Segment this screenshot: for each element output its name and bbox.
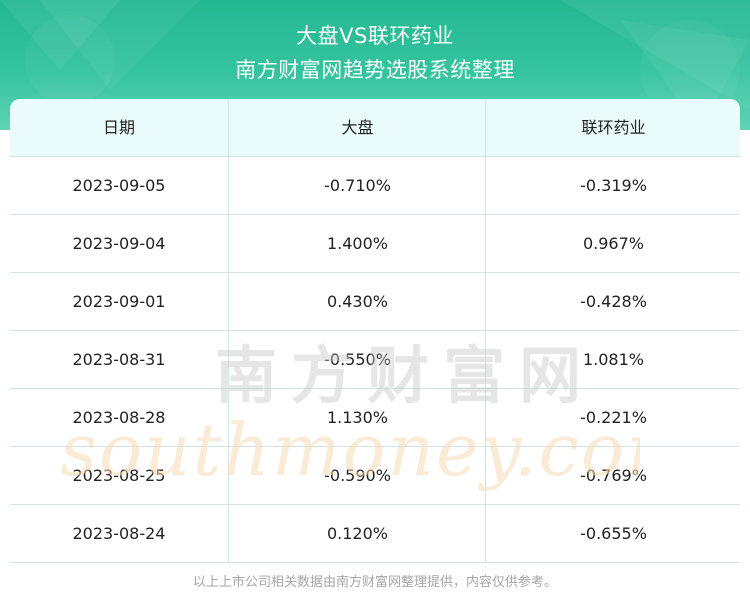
data-table-card: 日期 大盘 联环药业 2023-09-05 -0.710% -0.319% 20… [10, 99, 740, 564]
market-change-cell: -0.550% [228, 331, 486, 388]
column-header-date: 日期 [102, 118, 135, 137]
footnote-disclaimer: 以上上市公司相关数据由南方财富网整理提供，内容仅供参考。 [192, 575, 557, 590]
market-change-cell: -0.710% [228, 157, 486, 214]
market-change-cell: 0.430% [228, 273, 486, 330]
market-change-cell: 0.120% [228, 505, 486, 562]
stock-change-cell: -0.319% [485, 157, 740, 214]
stock-change-cell: -0.428% [485, 273, 740, 330]
page-subtitle: 南方财富网趋势选股系统整理 [235, 58, 515, 82]
stock-change-cell: 1.081% [485, 331, 740, 388]
stock-change-cell: 0.967% [485, 215, 740, 272]
header-decoration [0, 0, 750, 130]
market-change-cell: 1.130% [228, 389, 486, 446]
table-row: 2023-08-25 -0.590% -0.769% [10, 447, 740, 505]
date-cell: 2023-09-05 [72, 176, 166, 195]
table-row: 2023-08-28 1.130% -0.221% [10, 389, 740, 447]
date-cell: 2023-09-04 [72, 234, 166, 253]
page-title: 大盘VS联环药业 [296, 24, 454, 48]
column-header-market: 大盘 [228, 99, 486, 156]
table-row: 2023-09-04 1.400% 0.967% [10, 215, 740, 273]
date-cell: 2023-08-31 [72, 350, 166, 369]
date-cell: 2023-08-25 [72, 466, 166, 485]
stock-change-cell: -0.221% [485, 389, 740, 446]
table-row: 2023-09-05 -0.710% -0.319% [10, 157, 740, 215]
market-change-cell: -0.590% [228, 447, 486, 504]
stock-change-cell: -0.769% [485, 447, 740, 504]
market-change-cell: 1.400% [228, 215, 486, 272]
stock-change-cell: -0.655% [485, 505, 740, 562]
table-row: 2023-08-31 -0.550% 1.081% [10, 331, 740, 389]
column-header-stock: 联环药业 [485, 99, 740, 156]
date-cell: 2023-08-28 [72, 408, 166, 427]
table-row: 2023-08-24 0.120% -0.655% [10, 505, 740, 563]
date-cell: 2023-08-24 [72, 524, 166, 543]
header-banner: 大盘VS联环药业 南方财富网趋势选股系统整理 [0, 0, 750, 130]
table-row: 2023-09-01 0.430% -0.428% [10, 273, 740, 331]
date-cell: 2023-09-01 [72, 292, 166, 311]
table-header-row: 日期 大盘 联环药业 [10, 99, 740, 157]
